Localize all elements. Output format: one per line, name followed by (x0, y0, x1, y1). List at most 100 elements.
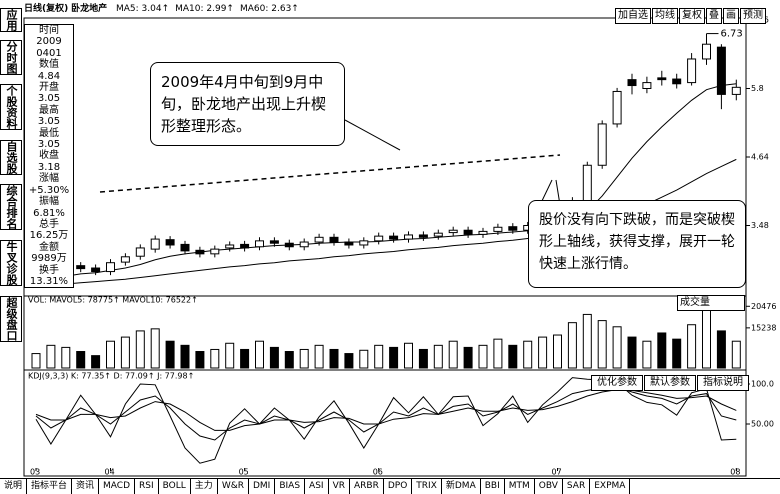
stock-name: 卧龙地产 (71, 4, 108, 14)
tab[interactable]: W&R (218, 479, 249, 494)
peak-label: 6.73 (721, 29, 743, 40)
volume-bar (463, 346, 473, 369)
info-item: 3.18 (37, 161, 61, 173)
volume-bar (687, 324, 697, 369)
tab[interactable]: 说明 (0, 479, 28, 494)
annotation: 2009年4月中旬到9月中旬，卧龙地产出现上升楔形整理形态。 (150, 62, 345, 146)
volume-bar (597, 320, 607, 369)
candle-body (135, 247, 145, 257)
candle-body (150, 238, 160, 250)
candle-body (404, 234, 413, 240)
candle-body (106, 262, 115, 273)
candle-body (195, 249, 205, 255)
tab[interactable]: BIAS (275, 479, 306, 494)
candle-body (508, 226, 518, 231)
candle-body (657, 77, 667, 81)
x-tick-label: 03 (30, 468, 40, 477)
tab[interactable]: MTM (505, 479, 535, 494)
volume-bar (478, 344, 488, 369)
tool-button[interactable]: 复权 (679, 8, 705, 24)
volume-bar (553, 334, 562, 369)
candle-body (344, 241, 354, 246)
volume-bar (106, 340, 115, 369)
side-button[interactable]: 自选股 (0, 140, 22, 175)
indicator-button[interactable]: 指标说明 (697, 375, 749, 391)
side-button[interactable]: 综合排名 (0, 184, 22, 230)
candle-body (284, 242, 294, 248)
tab[interactable]: SAR (563, 479, 591, 494)
candle-body (716, 46, 726, 95)
side-button[interactable]: 个股资料 (0, 84, 22, 130)
volume-bar (433, 344, 443, 369)
tool-button[interactable]: 预测 (740, 8, 766, 24)
volume-selector[interactable]: 成交量 (677, 295, 745, 311)
volume-bar (389, 346, 399, 369)
info-item: 13.31% (29, 275, 69, 287)
tab[interactable]: RSI (135, 479, 159, 494)
candle-body (165, 239, 175, 246)
volume-bar (314, 344, 324, 369)
info-item: 6.81% (33, 207, 65, 219)
volume-bar (210, 348, 220, 369)
tab[interactable]: MACD (99, 479, 136, 494)
tool-button[interactable]: 画 (723, 8, 739, 24)
candle-body (478, 230, 488, 235)
tab[interactable]: 新DMA (442, 479, 481, 494)
tab[interactable]: OBV (535, 479, 563, 494)
tab[interactable]: TRIX (412, 479, 442, 494)
volume-bar (284, 351, 294, 369)
candle-body (612, 90, 622, 125)
y-tick-label: 15238 (751, 323, 776, 332)
info-item: 涨幅 (39, 173, 59, 185)
side-button[interactable]: 分时图 (0, 40, 22, 75)
info-item: 最低 (39, 127, 59, 139)
tab[interactable]: ASI (305, 479, 329, 494)
info-item: 换手 (39, 264, 59, 276)
y-tick-label: 5.8 (751, 84, 764, 93)
volume-bar (135, 330, 145, 369)
volume-bar (46, 344, 56, 369)
candle-body (389, 235, 399, 240)
y-tick-label: 50.00 (751, 420, 774, 429)
volume-bar (672, 338, 682, 369)
volume-bar (91, 355, 101, 369)
period[interactable]: 日线(复权) (24, 4, 69, 14)
indicator-button[interactable]: 优化参数 (591, 375, 643, 391)
tool-button[interactable]: 叠 (706, 8, 722, 24)
tab[interactable]: BBI (481, 479, 505, 494)
tab[interactable]: EXPMA (590, 479, 631, 494)
volume-bar (165, 340, 175, 369)
tab[interactable]: 主力 (191, 479, 218, 494)
tab[interactable]: 资讯 (72, 479, 100, 494)
info-item: 9989万 (31, 253, 67, 265)
y-tick-label: 20476 (751, 302, 776, 311)
info-item: 时间 (39, 25, 59, 36)
side-button[interactable]: 牛叉诊股 (0, 240, 22, 286)
candle-body (627, 79, 637, 87)
tab[interactable]: 指标平台 (27, 479, 73, 494)
info-item: 数值 (39, 59, 59, 71)
candle-body (240, 243, 250, 249)
side-button[interactable]: 应用 (0, 8, 22, 32)
volume-bar (582, 313, 592, 369)
candle-body (329, 236, 339, 243)
indicator-button[interactable]: 默认参数 (644, 375, 696, 391)
tool-button[interactable]: 均线 (652, 8, 678, 24)
info-item: 16.25万 (29, 230, 69, 242)
tab[interactable]: DPO (384, 479, 413, 494)
tab[interactable]: ARBR (350, 479, 384, 494)
indicator-buttons: 优化参数 默认参数 指标说明 (590, 370, 749, 391)
volume-bar (299, 348, 309, 369)
candle-body (269, 240, 279, 244)
candle-body (597, 123, 607, 166)
tab[interactable]: DMI (249, 479, 276, 494)
tool-button[interactable]: 加自选 (615, 8, 651, 24)
volume-bar (612, 326, 622, 369)
candle-body (180, 243, 190, 252)
x-tick-label: 04 (105, 468, 115, 477)
side-button[interactable]: 超级盘口 (0, 296, 22, 342)
tab[interactable]: BOLL (159, 479, 191, 494)
tab[interactable]: VR (329, 479, 350, 494)
volume-bar (150, 328, 160, 369)
ma-line (35, 83, 737, 281)
